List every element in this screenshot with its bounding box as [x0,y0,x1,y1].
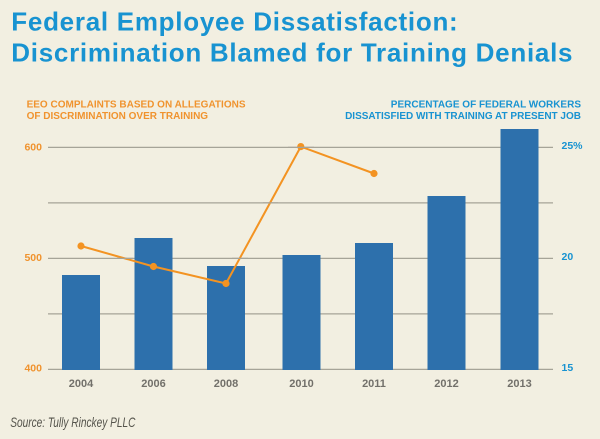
svg-text:25%: 25% [562,140,584,152]
svg-text:DISSATISFIED WITH TRAINING AT: DISSATISFIED WITH TRAINING AT PRESENT JO… [345,111,581,122]
svg-text:2010: 2010 [289,378,313,390]
svg-text:EEO COMPLAINTS BASED ON ALLEGA: EEO COMPLAINTS BASED ON ALLEGATIONS [27,99,246,110]
svg-text:Federal Employee Dissatisfacti: Federal Employee Dissatisfaction: [11,6,458,36]
svg-text:Discrimination Blamed for Trai: Discrimination Blamed for Training Denia… [11,38,573,68]
svg-text:2013: 2013 [507,378,531,390]
svg-text:20: 20 [562,251,574,263]
svg-text:2006: 2006 [141,378,165,390]
svg-text:400: 400 [24,363,42,375]
svg-text:PERCENTAGE OF FEDERAL WORKERS: PERCENTAGE OF FEDERAL WORKERS [391,99,582,110]
svg-text:2012: 2012 [434,378,458,390]
svg-text:500: 500 [24,252,42,264]
svg-text:2004: 2004 [69,378,94,390]
svg-text:OF DISCRIMINATION OVER TRAININ: OF DISCRIMINATION OVER TRAINING [27,111,209,122]
svg-text:600: 600 [24,141,42,153]
svg-text:2011: 2011 [362,378,386,390]
svg-text:15: 15 [562,362,574,374]
svg-text:2008: 2008 [214,378,238,390]
svg-text:Source: Tully Rinckey PLLC: Source: Tully Rinckey PLLC [10,415,136,431]
